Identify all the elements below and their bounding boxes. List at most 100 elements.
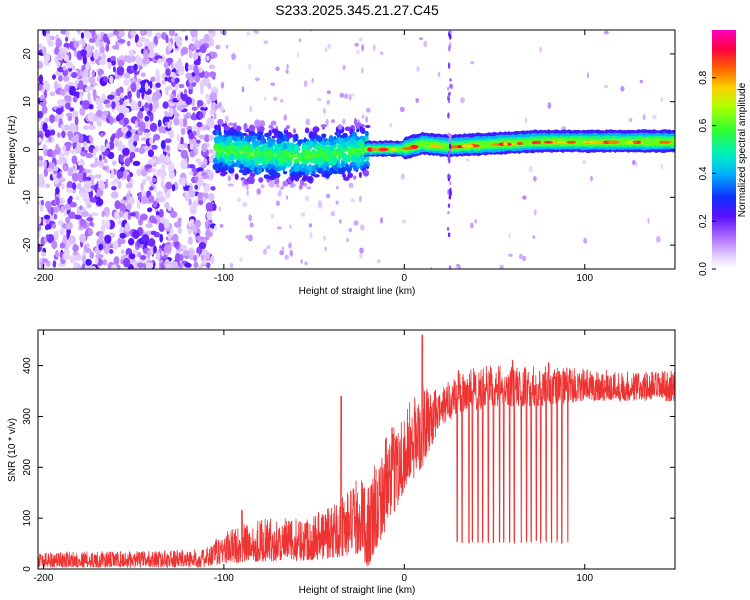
- noise-blob: [85, 169, 92, 174]
- spike-blob: [447, 62, 451, 69]
- noise-blob: [149, 186, 154, 191]
- faint-blob: [604, 30, 609, 35]
- spike-blob: [448, 91, 451, 96]
- signal-blob: [303, 183, 308, 187]
- signal-blob: [328, 146, 334, 151]
- noise-blob: [176, 104, 184, 111]
- noise-blob: [163, 219, 170, 229]
- noise-blob: [53, 230, 59, 241]
- noise-blob: [188, 89, 193, 95]
- noise-blob: [161, 79, 167, 85]
- noise-blob: [198, 112, 203, 120]
- noise-blob: [54, 177, 59, 185]
- noise-blob: [111, 160, 117, 166]
- noise-blob: [41, 46, 47, 56]
- noise-blob: [45, 32, 50, 41]
- signal-blob: [343, 176, 350, 181]
- noise-blob: [63, 42, 70, 49]
- noise-blob: [202, 174, 210, 180]
- signal-blob: [290, 175, 295, 182]
- noise-blob: [107, 94, 115, 100]
- faint-blob: [470, 61, 475, 65]
- noise-blob: [75, 254, 79, 262]
- noise-blob: [189, 249, 194, 259]
- noise-blob: [79, 164, 84, 174]
- signal-blob: [309, 156, 316, 164]
- noise-blob: [102, 223, 106, 229]
- ridge-hotspot: [402, 147, 414, 150]
- noise-blob: [52, 149, 60, 155]
- noise-blob: [63, 164, 68, 171]
- snr-y-tick-label: 100: [22, 509, 33, 526]
- signal-blob: [351, 135, 358, 139]
- spectrogram-y-tick-label: 0: [22, 146, 33, 152]
- noise-blob: [73, 40, 80, 49]
- faint-blob: [323, 235, 327, 241]
- signal-blob: [344, 164, 350, 169]
- noise-blob: [119, 232, 127, 239]
- noise-blob: [74, 80, 78, 90]
- noise-blob: [81, 39, 86, 48]
- noise-blob: [116, 170, 124, 179]
- faint-blob: [508, 253, 513, 257]
- noise-blob: [126, 130, 132, 138]
- noise-blob: [47, 207, 51, 213]
- noise-blob: [126, 203, 132, 211]
- noise-blob: [38, 225, 42, 232]
- noise-blob: [97, 174, 102, 179]
- signal-blob: [235, 160, 241, 168]
- spike-blob: [449, 33, 452, 40]
- noise-blob: [165, 68, 171, 77]
- signal-blob: [274, 177, 280, 185]
- noise-blob: [188, 171, 194, 176]
- noise-blob: [133, 134, 140, 142]
- signal-blob: [322, 134, 326, 139]
- noise-blob: [67, 167, 74, 177]
- signal-blob: [222, 166, 228, 172]
- noise-blob: [167, 85, 173, 91]
- faint-blob: [270, 82, 276, 86]
- faint-blob: [359, 253, 363, 259]
- faint-blob: [303, 80, 308, 88]
- noise-blob: [190, 46, 198, 51]
- faint-blob: [376, 259, 381, 264]
- faint-blob: [358, 37, 363, 42]
- signal-blob: [366, 165, 369, 170]
- noise-blob: [47, 161, 56, 170]
- faint-blob: [532, 235, 536, 239]
- noise-blob: [200, 85, 204, 95]
- noise-blob: [105, 219, 111, 230]
- signal-blob: [308, 141, 314, 147]
- faint-blob: [326, 193, 331, 199]
- noise-blob: [104, 234, 112, 244]
- noise-blob: [155, 82, 161, 88]
- faint-blob: [647, 217, 650, 224]
- faint-blob: [361, 67, 364, 74]
- faint-blob: [470, 222, 474, 229]
- noise-blob: [129, 151, 136, 159]
- faint-blob: [263, 248, 267, 255]
- faint-blob: [270, 213, 275, 219]
- noise-blob: [61, 183, 65, 190]
- noise-blob: [56, 61, 61, 67]
- signal-blob: [267, 162, 272, 171]
- noise-blob: [78, 80, 84, 90]
- signal-blob: [347, 172, 354, 178]
- noise-blob: [61, 130, 66, 139]
- noise-blob: [118, 30, 125, 38]
- noise-blob: [154, 77, 161, 82]
- noise-blob: [52, 74, 56, 80]
- noise-blob: [69, 85, 76, 96]
- spike-blob: [449, 181, 452, 186]
- faint-blob: [635, 161, 638, 168]
- noise-blob: [53, 165, 59, 172]
- signal-blob: [312, 152, 318, 158]
- noise-blob: [164, 157, 172, 164]
- noise-blob: [38, 243, 41, 252]
- signal-blob: [363, 169, 370, 177]
- signal-blob: [263, 143, 269, 147]
- faint-blob: [280, 99, 284, 103]
- noise-blob: [79, 218, 85, 227]
- signal-blob: [340, 169, 345, 175]
- noise-blob: [148, 195, 155, 203]
